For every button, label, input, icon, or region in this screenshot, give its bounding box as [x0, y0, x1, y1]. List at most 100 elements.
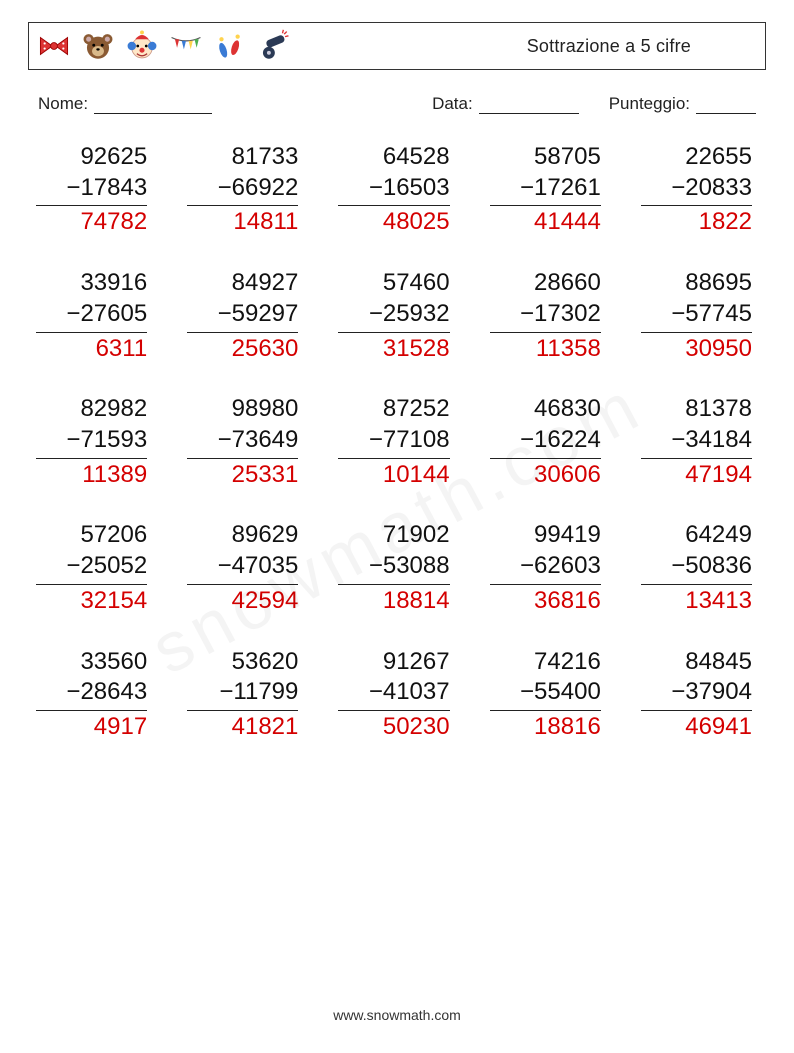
- problem-20: 64249−5083613413: [641, 520, 758, 616]
- problem-2: 81733−6692214811: [187, 142, 304, 238]
- subtrahend: −20833: [641, 173, 752, 207]
- subtrahend: −28643: [36, 677, 147, 711]
- date-label: Data:: [432, 94, 473, 114]
- minuend: 64528: [338, 142, 449, 173]
- problem-10: 88695−5774530950: [641, 268, 758, 364]
- problem-9: 28660−1730211358: [490, 268, 607, 364]
- subtrahend: −50836: [641, 551, 752, 585]
- answer: 46941: [641, 711, 752, 743]
- name-field: Nome:: [38, 94, 212, 114]
- subtrahend: −41037: [338, 677, 449, 711]
- subtrahend: −57745: [641, 299, 752, 333]
- minuend: 57206: [36, 520, 147, 551]
- minuend: 87252: [338, 394, 449, 425]
- answer: 25331: [187, 459, 298, 491]
- answer: 18816: [490, 711, 601, 743]
- problem-7: 84927−5929725630: [187, 268, 304, 364]
- bowtie-icon: [37, 29, 71, 63]
- minuend: 88695: [641, 268, 752, 299]
- minuend: 46830: [490, 394, 601, 425]
- subtrahend: −62603: [490, 551, 601, 585]
- subtrahend: −53088: [338, 551, 449, 585]
- clown-icon: [125, 29, 159, 63]
- subtrahend: −17302: [490, 299, 601, 333]
- header-icons: [37, 29, 291, 63]
- problem-16: 57206−2505232154: [36, 520, 153, 616]
- subtrahend: −16503: [338, 173, 449, 207]
- subtrahend: −59297: [187, 299, 298, 333]
- problem-14: 46830−1622430606: [490, 394, 607, 490]
- answer: 36816: [490, 585, 601, 617]
- answer: 1822: [641, 206, 752, 238]
- cannon-icon: [257, 29, 291, 63]
- problems-grid: 92625−178437478281733−669221481164528−16…: [28, 142, 766, 743]
- answer: 11389: [36, 459, 147, 491]
- minuend: 57460: [338, 268, 449, 299]
- worksheet-title: Sottrazione a 5 cifre: [527, 36, 691, 57]
- minuend: 99419: [490, 520, 601, 551]
- answer: 50230: [338, 711, 449, 743]
- subtrahend: −17261: [490, 173, 601, 207]
- bunting-icon: [169, 29, 203, 63]
- juggling-icon: [213, 29, 247, 63]
- subtrahend: −37904: [641, 677, 752, 711]
- date-blank[interactable]: [479, 99, 579, 114]
- minuend: 74216: [490, 647, 601, 678]
- minuend: 22655: [641, 142, 752, 173]
- problem-15: 81378−3418447194: [641, 394, 758, 490]
- answer: 48025: [338, 206, 449, 238]
- answer: 74782: [36, 206, 147, 238]
- minuend: 84845: [641, 647, 752, 678]
- problem-17: 89629−4703542594: [187, 520, 304, 616]
- answer: 31528: [338, 333, 449, 365]
- answer: 18814: [338, 585, 449, 617]
- answer: 41821: [187, 711, 298, 743]
- problem-4: 58705−1726141444: [490, 142, 607, 238]
- problem-3: 64528−1650348025: [338, 142, 455, 238]
- problem-6: 33916−276056311: [36, 268, 153, 364]
- answer: 6311: [36, 333, 147, 365]
- answer: 30606: [490, 459, 601, 491]
- problem-13: 87252−7710810144: [338, 394, 455, 490]
- subtrahend: −25932: [338, 299, 449, 333]
- score-label: Punteggio:: [609, 94, 690, 114]
- footer-url: www.snowmath.com: [0, 1007, 794, 1023]
- problem-23: 91267−4103750230: [338, 647, 455, 743]
- minuend: 91267: [338, 647, 449, 678]
- minuend: 33560: [36, 647, 147, 678]
- problem-24: 74216−5540018816: [490, 647, 607, 743]
- answer: 25630: [187, 333, 298, 365]
- answer: 10144: [338, 459, 449, 491]
- problem-18: 71902−5308818814: [338, 520, 455, 616]
- minuend: 33916: [36, 268, 147, 299]
- subtrahend: −77108: [338, 425, 449, 459]
- problem-1: 92625−1784374782: [36, 142, 153, 238]
- minuend: 58705: [490, 142, 601, 173]
- subtrahend: −73649: [187, 425, 298, 459]
- problem-12: 98980−7364925331: [187, 394, 304, 490]
- name-label: Nome:: [38, 94, 88, 114]
- minuend: 64249: [641, 520, 752, 551]
- problem-19: 99419−6260336816: [490, 520, 607, 616]
- subtrahend: −27605: [36, 299, 147, 333]
- score-field: Punteggio:: [609, 94, 756, 114]
- problem-5: 22655−208331822: [641, 142, 758, 238]
- answer: 13413: [641, 585, 752, 617]
- minuend: 81378: [641, 394, 752, 425]
- answer: 30950: [641, 333, 752, 365]
- subtrahend: −16224: [490, 425, 601, 459]
- name-blank[interactable]: [94, 99, 212, 114]
- problem-22: 53620−1179941821: [187, 647, 304, 743]
- minuend: 81733: [187, 142, 298, 173]
- minuend: 84927: [187, 268, 298, 299]
- answer: 47194: [641, 459, 752, 491]
- problem-8: 57460−2593231528: [338, 268, 455, 364]
- minuend: 98980: [187, 394, 298, 425]
- answer: 41444: [490, 206, 601, 238]
- problem-25: 84845−3790446941: [641, 647, 758, 743]
- score-blank[interactable]: [696, 99, 756, 114]
- answer: 14811: [187, 206, 298, 238]
- minuend: 89629: [187, 520, 298, 551]
- subtrahend: −47035: [187, 551, 298, 585]
- date-field: Data:: [432, 94, 579, 114]
